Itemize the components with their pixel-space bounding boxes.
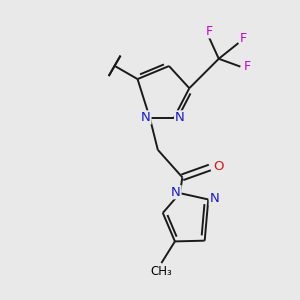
Text: O: O bbox=[213, 160, 224, 173]
Text: N: N bbox=[209, 192, 219, 205]
Text: F: F bbox=[240, 32, 247, 45]
Text: F: F bbox=[244, 60, 251, 73]
Text: F: F bbox=[206, 25, 212, 38]
Text: N: N bbox=[141, 111, 151, 124]
Text: N: N bbox=[171, 186, 181, 199]
Text: CH₃: CH₃ bbox=[151, 266, 172, 278]
Text: N: N bbox=[175, 111, 184, 124]
